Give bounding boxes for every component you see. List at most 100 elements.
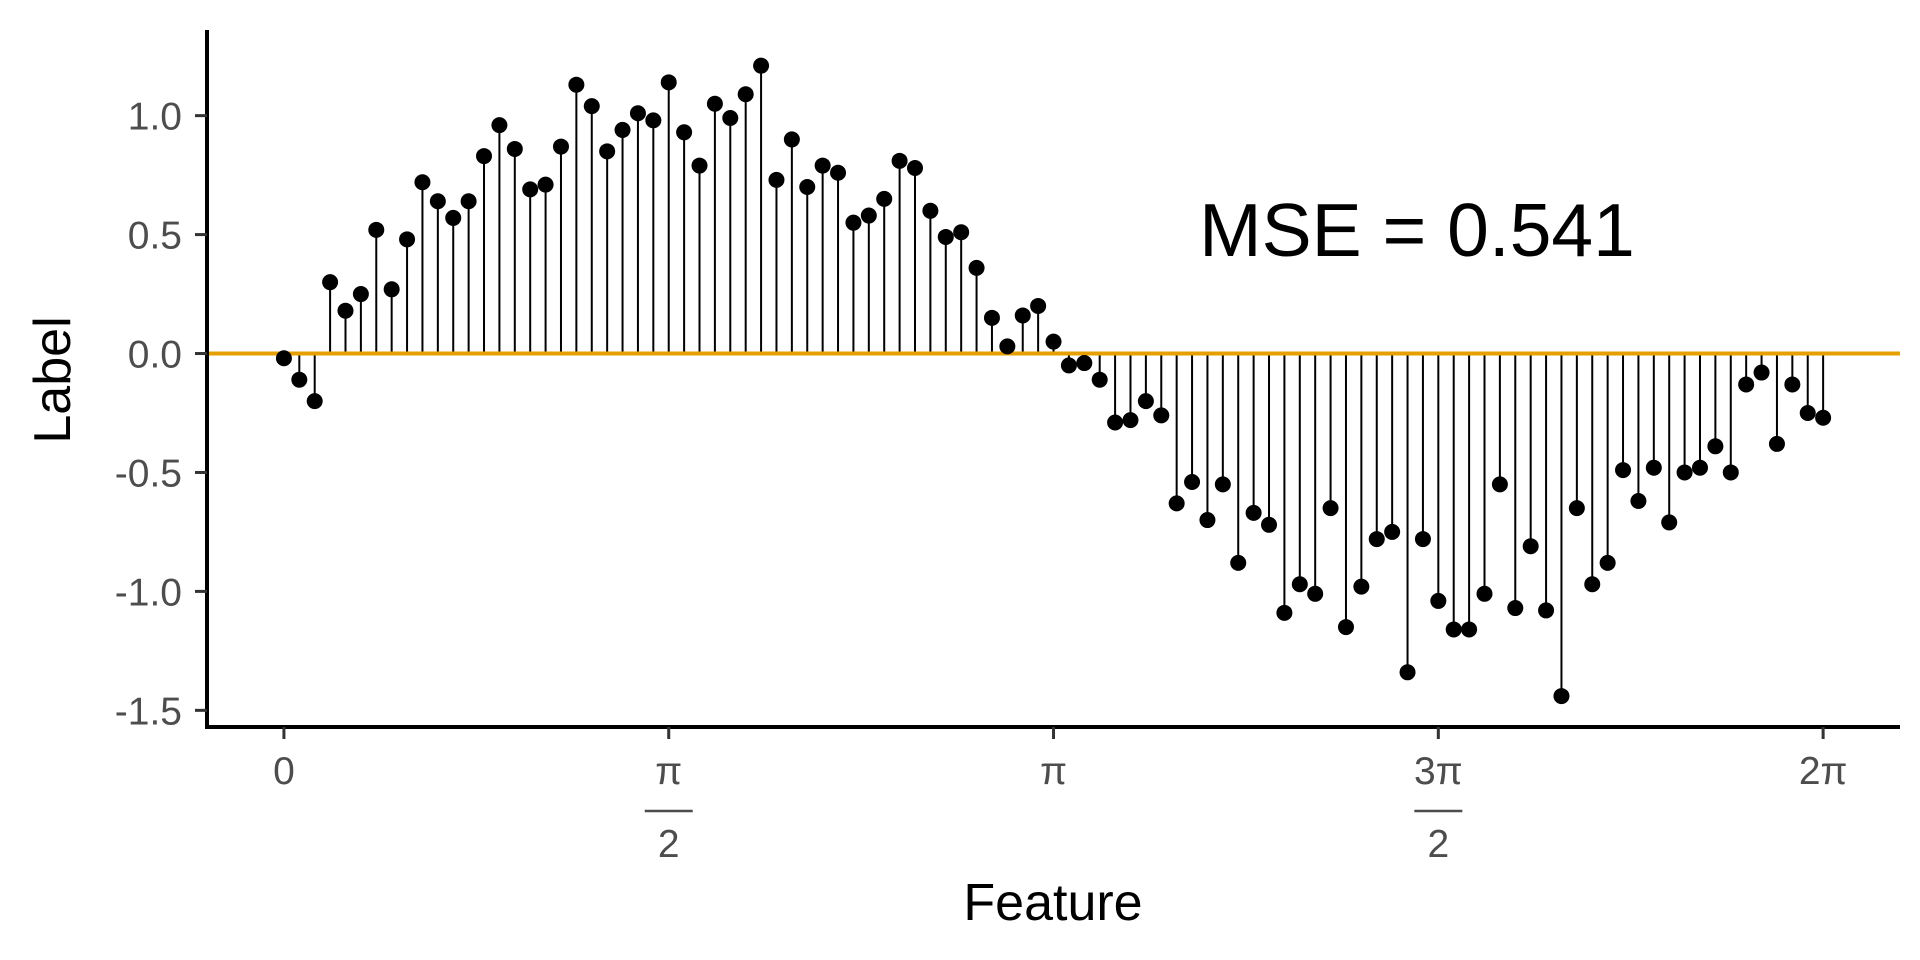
data-point	[1168, 495, 1185, 512]
data-point	[1414, 531, 1431, 548]
data-point	[291, 371, 308, 388]
data-point	[1091, 371, 1108, 388]
data-point	[1107, 414, 1124, 431]
data-point	[753, 57, 770, 74]
data-point	[1045, 333, 1062, 350]
data-point	[660, 74, 677, 91]
data-point	[1214, 476, 1231, 493]
data-point	[1337, 619, 1354, 636]
data-point	[814, 157, 831, 174]
data-point	[1122, 412, 1139, 429]
data-point	[1584, 576, 1601, 593]
data-point	[645, 112, 662, 129]
data-point	[1076, 355, 1093, 372]
data-point	[737, 86, 754, 103]
data-point	[922, 202, 939, 219]
data-point	[599, 143, 616, 160]
data-point	[891, 152, 908, 169]
axes	[205, 30, 1900, 729]
data-point	[1030, 297, 1047, 314]
data-point	[706, 95, 723, 112]
stem-lines	[282, 65, 1825, 697]
data-point	[1399, 664, 1416, 681]
data-point	[1661, 514, 1678, 531]
y-tick-label: -1.5	[115, 690, 182, 733]
data-point	[1384, 523, 1401, 540]
data-point	[1768, 435, 1785, 452]
data-point	[830, 164, 847, 181]
data-point	[1691, 459, 1708, 476]
data-point	[845, 214, 862, 231]
data-point	[953, 224, 970, 241]
data-point	[1461, 621, 1478, 638]
y-axis-ticks: 1.0 0.5 0.0 -0.5 -1.0 -1.5	[115, 96, 207, 733]
data-point	[1615, 462, 1632, 479]
data-point	[1815, 409, 1832, 426]
data-point	[676, 124, 693, 141]
data-point	[306, 393, 323, 410]
x-tick-label-numerator: 3π	[1414, 750, 1463, 793]
data-point	[1184, 473, 1201, 490]
data-point	[1230, 554, 1247, 571]
y-tick-label: -0.5	[115, 452, 182, 495]
data-point	[1784, 376, 1801, 393]
data-point	[1445, 621, 1462, 638]
data-point	[414, 174, 431, 191]
data-point	[337, 302, 354, 319]
x-tick-label: 0	[273, 750, 295, 793]
data-point	[1199, 512, 1216, 529]
data-point	[1368, 531, 1385, 548]
data-point	[1060, 357, 1077, 374]
data-point	[583, 98, 600, 115]
data-point	[1599, 554, 1616, 571]
data-point	[1476, 585, 1493, 602]
x-tick-label-denominator: 2	[1427, 823, 1449, 866]
data-point	[999, 338, 1016, 355]
data-point	[460, 193, 477, 210]
data-point	[691, 157, 708, 174]
data-point	[1261, 516, 1278, 533]
data-point	[1645, 459, 1662, 476]
data-point	[399, 231, 416, 248]
data-point	[1153, 407, 1170, 424]
data-point	[1353, 578, 1370, 595]
data-point	[1491, 476, 1508, 493]
data-point	[968, 259, 985, 276]
data-point	[906, 159, 923, 176]
data-point	[368, 221, 385, 238]
data-point	[614, 121, 631, 138]
data-point	[1322, 500, 1339, 517]
y-tick-label: 0.0	[128, 334, 182, 377]
data-point	[1707, 438, 1724, 455]
data-point	[799, 179, 816, 196]
data-point	[1507, 600, 1524, 617]
data-point	[1276, 604, 1293, 621]
data-point	[568, 76, 585, 93]
data-point	[429, 193, 446, 210]
data-point	[1245, 504, 1262, 521]
data-point	[629, 105, 646, 122]
y-tick-label: -1.0	[115, 571, 182, 614]
data-point	[1553, 688, 1570, 705]
data-point	[1538, 602, 1555, 619]
data-point	[1522, 538, 1539, 555]
data-point	[768, 171, 785, 188]
data-point	[1291, 576, 1308, 593]
data-point	[491, 117, 508, 134]
mse-annotation: MSE = 0.541	[1199, 188, 1635, 272]
x-tick-label-numerator: π	[655, 750, 682, 793]
x-tick-label-denominator: 2	[658, 823, 680, 866]
data-point	[1753, 364, 1770, 381]
data-point	[552, 138, 569, 155]
data-point	[522, 181, 539, 198]
x-axis-title: Feature	[963, 874, 1142, 932]
data-point	[1568, 500, 1585, 517]
data-point	[860, 207, 877, 224]
data-point	[1676, 464, 1693, 481]
data-point	[352, 286, 369, 303]
data-point	[383, 281, 400, 298]
data-point	[876, 190, 893, 207]
data-point	[983, 309, 1000, 326]
